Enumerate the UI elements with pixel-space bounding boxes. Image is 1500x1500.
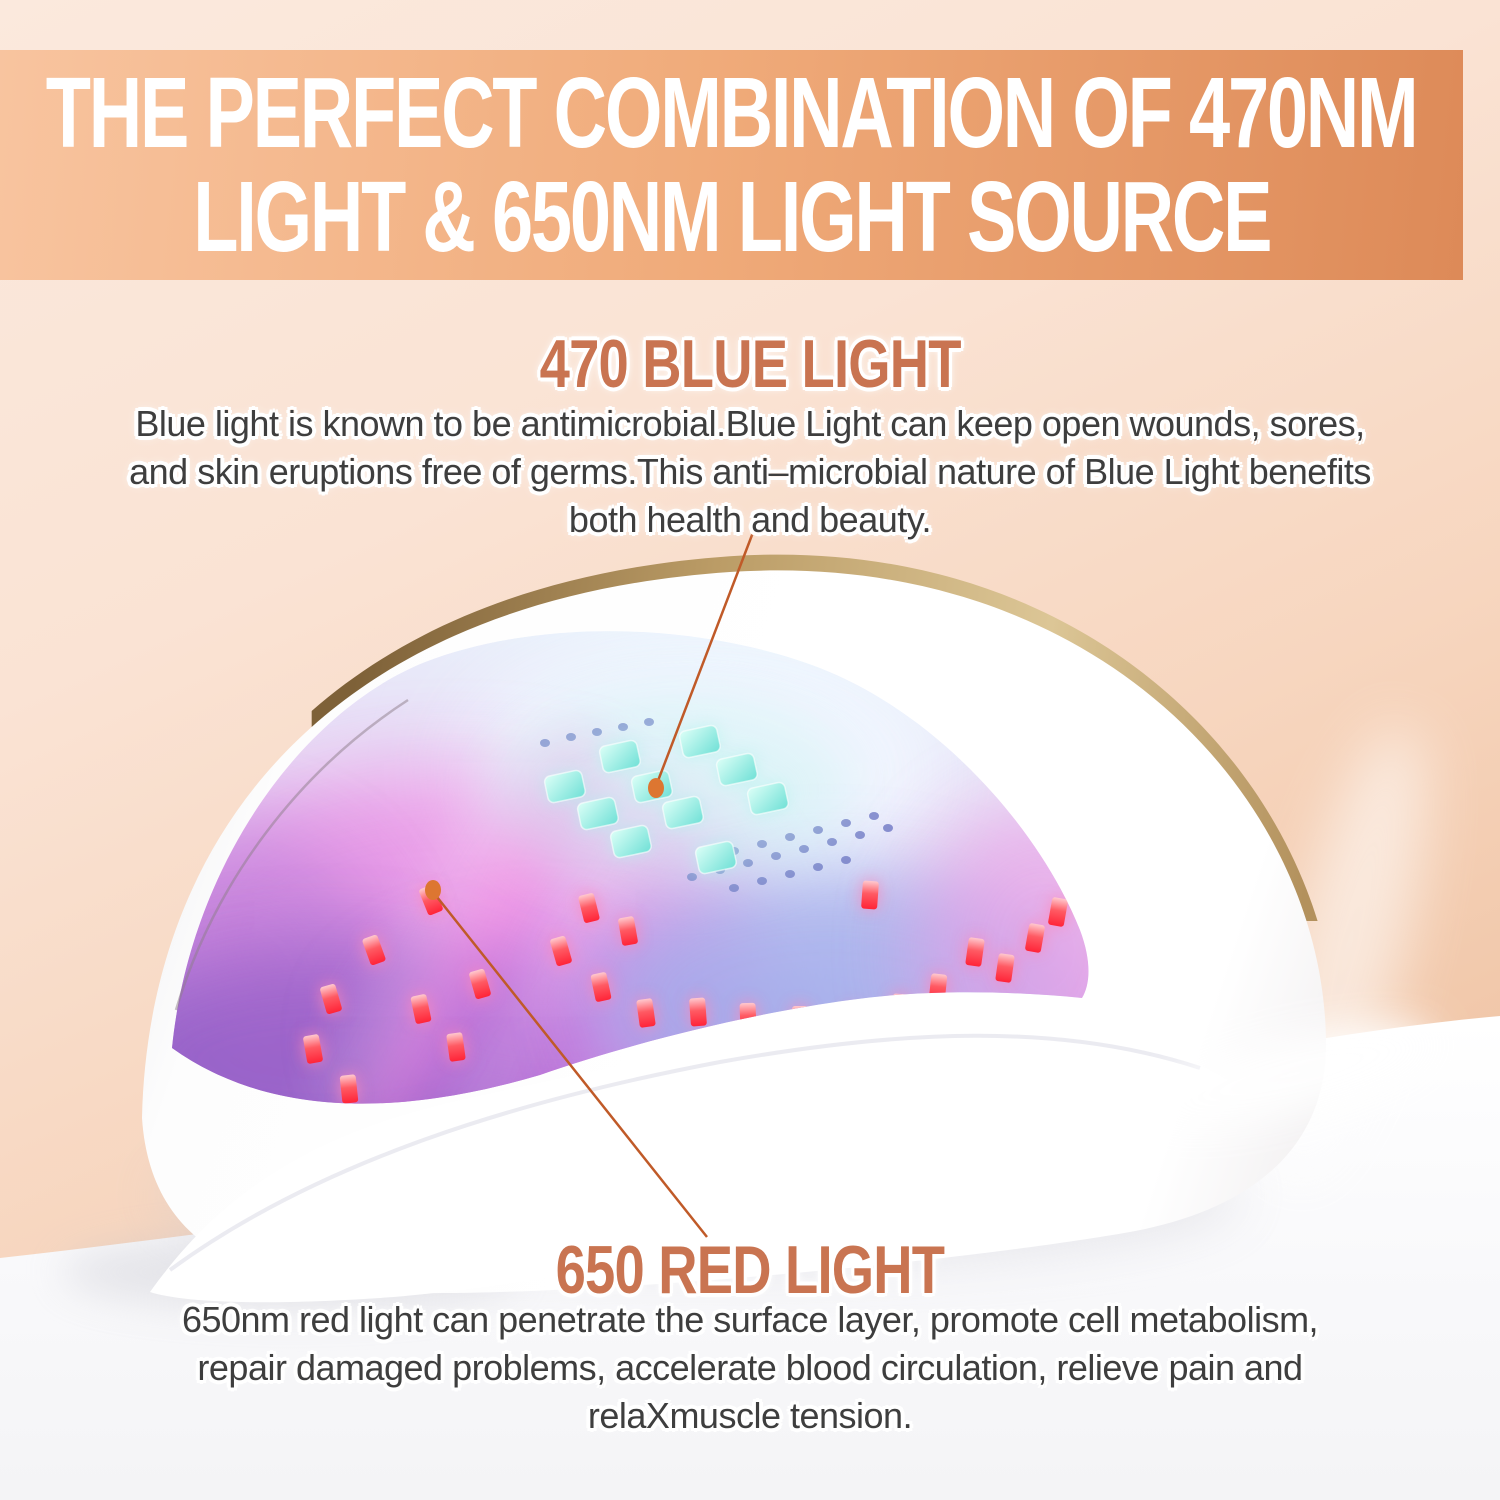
blue-heading-text: 470 BLUE LIGHT (539, 326, 961, 402)
red-section-heading: 650 RED LIGHT (0, 1234, 1500, 1306)
red-paragraph-line2: repair damaged problems, accelerate bloo… (197, 1347, 1303, 1388)
red-paragraph-line3: relaXmuscle tension. (587, 1395, 913, 1436)
red-paragraph-line1: 650nm red light can penetrate the surfac… (181, 1299, 1319, 1340)
red-light-callout (425, 880, 708, 1238)
banner-title-line2: LIGHT & 650NM LIGHT SOURCE (192, 161, 1272, 273)
header-banner: THE PERFECT COMBINATION OF 470NM LIGHT &… (0, 50, 1463, 280)
red-section-paragraph: 650nm red light can penetrate the surfac… (0, 1296, 1500, 1440)
red-callout-dot (425, 880, 441, 900)
lamp-front-lip (150, 1011, 1436, 1303)
blue-section-paragraph: Blue light is known to be antimicrobial.… (0, 400, 1500, 544)
red-heading-text: 650 RED LIGHT (555, 1232, 945, 1308)
blue-paragraph-line1: Blue light is known to be antimicrobial.… (135, 403, 1365, 444)
blue-section-heading: 470 BLUE LIGHT (0, 328, 1500, 400)
blue-paragraph-line3: both health and beauty. (568, 499, 932, 540)
blue-callout-dot (648, 778, 664, 798)
banner-title-line1: THE PERFECT COMBINATION OF 470NM (46, 57, 1419, 169)
blue-light-callout (648, 521, 759, 798)
glass-edge (174, 698, 409, 1011)
blue-paragraph-line2: and skin eruptions free of germs.This an… (129, 451, 1371, 492)
lamp-light-cavity (172, 631, 1089, 1104)
